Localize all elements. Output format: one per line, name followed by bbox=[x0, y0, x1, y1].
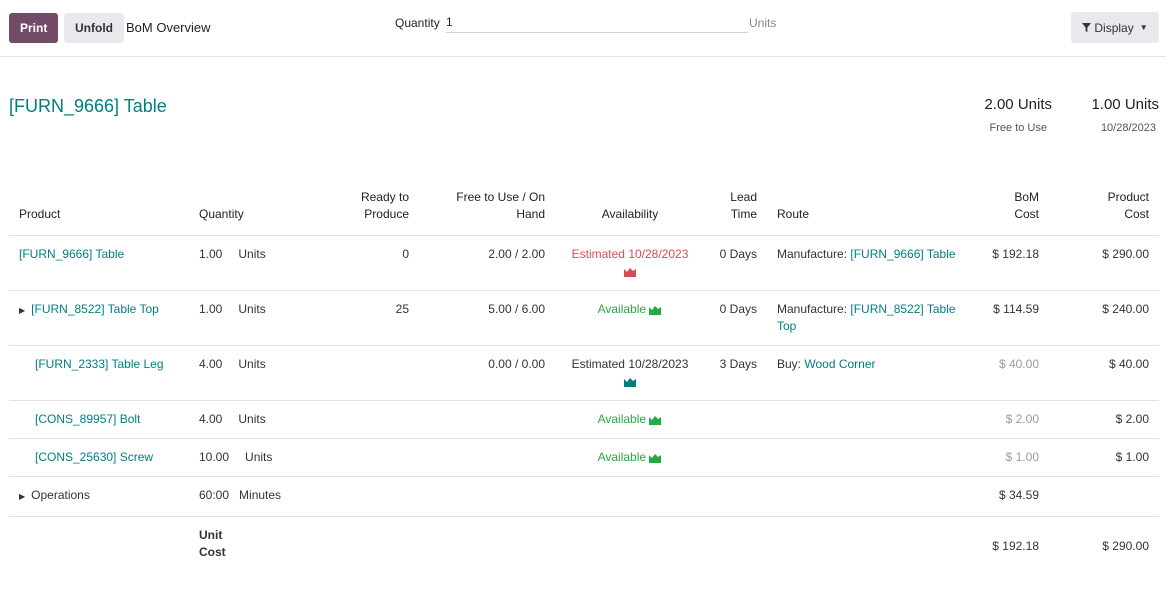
expand-toggle-icon[interactable]: ▶ bbox=[19, 306, 26, 315]
table-header-row: Product Quantity Ready to Produce Free to… bbox=[9, 183, 1159, 236]
row-lead-time: 0 Days bbox=[705, 290, 767, 346]
col-product-cost: Product Cost bbox=[1049, 183, 1159, 236]
row-qty: 1.00 bbox=[199, 247, 223, 261]
row-bom-cost: $ 2.00 bbox=[977, 400, 1049, 439]
row-availability: Estimated 10/28/2023 bbox=[555, 345, 705, 401]
row-route: Buy: Wood Corner bbox=[767, 345, 977, 401]
forecast-date: 10/28/2023 bbox=[1100, 122, 1156, 134]
row-uom: Units bbox=[238, 247, 266, 261]
row-ready bbox=[297, 345, 419, 401]
row-bom-cost: $ 40.00 bbox=[977, 345, 1049, 401]
row-free-on-hand: 2.00 / 2.00 bbox=[419, 235, 555, 291]
forecast-qty: 1.00 Units bbox=[1091, 96, 1159, 113]
forecast-chart-icon[interactable] bbox=[649, 453, 662, 463]
operations-qty: 60:00 bbox=[199, 488, 230, 502]
quantity-label: Quantity bbox=[395, 16, 440, 30]
availability-text: Estimated 10/28/2023 bbox=[571, 357, 689, 371]
row-uom: Units bbox=[238, 412, 266, 426]
row-uom: Units bbox=[238, 357, 266, 371]
expand-toggle-icon[interactable]: ▶ bbox=[19, 492, 26, 501]
row-product-link[interactable]: [FURN_2333] Table Leg bbox=[35, 357, 164, 371]
row-route: Manufacture: [FURN_9666] Table bbox=[767, 235, 977, 291]
free-to-use-qty: 2.00 Units bbox=[984, 96, 1052, 113]
row-availability: Available bbox=[555, 400, 705, 439]
row-free-on-hand: 0.00 / 0.00 bbox=[419, 345, 555, 401]
col-route: Route bbox=[767, 183, 977, 236]
col-quantity: Quantity bbox=[177, 183, 297, 236]
quantity-uom: Units bbox=[749, 16, 777, 30]
product-title[interactable]: [FURN_9666] Table bbox=[9, 96, 167, 116]
display-label: Display bbox=[1094, 20, 1134, 35]
row-qty: 4.00 bbox=[199, 357, 223, 371]
unfold-button[interactable]: Unfold bbox=[64, 13, 124, 43]
row-bom-cost: $ 192.18 bbox=[977, 235, 1049, 291]
row-availability: Available bbox=[555, 438, 705, 477]
availability-text: Available bbox=[597, 302, 647, 316]
col-availability: Availability bbox=[555, 183, 705, 236]
row-qty: 10.00 bbox=[199, 450, 230, 464]
row-bom-cost: $ 1.00 bbox=[977, 438, 1049, 477]
row-product-link[interactable]: [FURN_9666] Table bbox=[19, 247, 125, 261]
availability-text: Available bbox=[597, 412, 647, 426]
row-bom-cost: $ 114.59 bbox=[977, 290, 1049, 346]
operations-uom: Minutes bbox=[239, 488, 282, 502]
table-row: [FURN_9666] Table 1.00 Units 0 2.00 / 2.0… bbox=[9, 235, 1159, 291]
row-uom: Units bbox=[245, 450, 273, 464]
row-product-cost: $ 2.00 bbox=[1049, 400, 1159, 439]
row-ready: 25 bbox=[297, 290, 419, 346]
row-product-link[interactable]: [CONS_89957] Bolt bbox=[35, 412, 141, 426]
route-link[interactable]: [FURN_8522] Table Top bbox=[777, 302, 956, 333]
row-availability: Estimated 10/28/2023 bbox=[555, 235, 705, 291]
unit-cost-label: Unit Cost bbox=[199, 528, 226, 559]
route-link[interactable]: Wood Corner bbox=[804, 357, 876, 371]
row-product-cost: $ 290.00 bbox=[1049, 235, 1159, 291]
unit-product-cost: $ 290.00 bbox=[1102, 539, 1149, 553]
col-product: Product bbox=[9, 183, 177, 236]
table-row: [CONS_25630] Screw 10.00 Units Available … bbox=[9, 438, 1159, 477]
operations-label[interactable]: Operations bbox=[31, 488, 90, 502]
chevron-down-icon: ▼ bbox=[1139, 23, 1148, 32]
row-uom: Units bbox=[238, 302, 266, 316]
row-product-link[interactable]: [CONS_25630] Screw bbox=[35, 450, 154, 464]
row-lead-time: 0 Days bbox=[705, 235, 767, 291]
route-link[interactable]: [FURN_9666] Table bbox=[850, 247, 956, 261]
forecast-chart-icon[interactable] bbox=[623, 267, 637, 277]
unit-bom-cost: $ 192.18 bbox=[992, 539, 1039, 553]
forecast-chart-icon[interactable] bbox=[623, 377, 637, 387]
operations-bom-cost: $ 34.59 bbox=[977, 476, 1049, 517]
quantity-input[interactable] bbox=[446, 12, 748, 33]
print-button[interactable]: Print bbox=[9, 13, 59, 43]
col-lead-time: Lead Time bbox=[705, 183, 767, 236]
breadcrumb: BoM Overview bbox=[126, 20, 211, 35]
col-free-on-hand: Free to Use / On Hand bbox=[419, 183, 555, 236]
row-lead-time: 3 Days bbox=[705, 345, 767, 401]
operations-row: ▶ Operations 60:00 Minutes $ 34.59 bbox=[9, 476, 1159, 517]
row-ready: 0 bbox=[297, 235, 419, 291]
row-product-cost: $ 40.00 bbox=[1049, 345, 1159, 401]
display-button[interactable]: Display ▼ bbox=[1071, 12, 1159, 43]
free-to-use-label: Free to Use bbox=[989, 122, 1047, 134]
table-row: [CONS_89957] Bolt 4.00 Units Available $ … bbox=[9, 400, 1159, 439]
row-availability: Available bbox=[555, 290, 705, 346]
row-route: Manufacture: [FURN_8522] Table Top bbox=[767, 290, 977, 346]
filter-icon bbox=[1082, 23, 1092, 32]
table-row: ▶ [FURN_8522] Table Top 1.00 Units 25 5.00… bbox=[9, 290, 1159, 346]
row-product-link[interactable]: [FURN_8522] Table Top bbox=[31, 302, 159, 316]
row-free-on-hand: 5.00 / 6.00 bbox=[419, 290, 555, 346]
availability-text: Estimated 10/28/2023 bbox=[571, 247, 689, 261]
control-panel: Print Unfold BoM Overview Quantity Units… bbox=[0, 0, 1166, 57]
table-row: [FURN_2333] Table Leg 4.00 Units 0.00 / 0… bbox=[9, 345, 1159, 401]
availability-text: Available bbox=[597, 450, 647, 464]
forecast-chart-icon[interactable] bbox=[649, 415, 662, 425]
row-qty: 1.00 bbox=[199, 302, 223, 316]
col-ready-to-produce: Ready to Produce bbox=[297, 183, 419, 236]
row-product-cost: $ 1.00 bbox=[1049, 438, 1159, 477]
unit-cost-row: Unit Cost $ 192.18 $ 290.00 bbox=[9, 517, 1159, 572]
bom-table: Product Quantity Ready to Produce Free to… bbox=[9, 183, 1159, 571]
row-qty: 4.00 bbox=[199, 412, 223, 426]
col-bom-cost: BoM Cost bbox=[977, 183, 1049, 236]
forecast-chart-icon[interactable] bbox=[649, 305, 662, 315]
row-product-cost: $ 240.00 bbox=[1049, 290, 1159, 346]
